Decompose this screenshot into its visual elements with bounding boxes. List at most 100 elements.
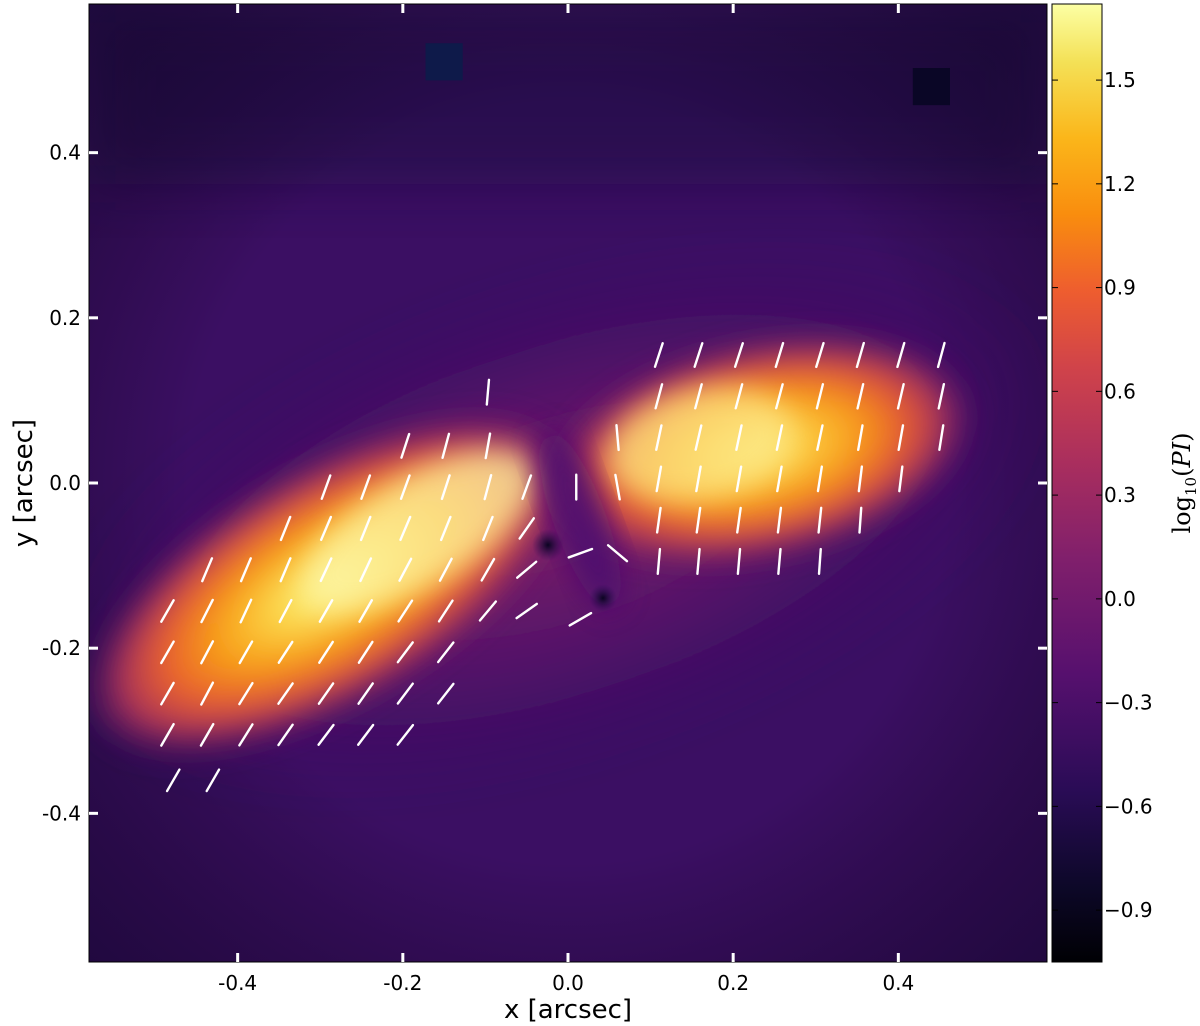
polarization-vector xyxy=(400,432,411,459)
polarization-vector xyxy=(318,599,334,623)
polarization-vector xyxy=(279,557,292,583)
polarization-vector xyxy=(484,432,492,460)
polarization-vector xyxy=(480,557,496,582)
polarization-vector xyxy=(399,515,412,542)
polarization-vector xyxy=(317,723,335,746)
colorbar-tick-label: 0.9 xyxy=(1104,276,1136,300)
polarization-vector xyxy=(518,517,536,540)
polarization-vector xyxy=(696,547,701,575)
polarization-vector xyxy=(440,474,451,501)
polarization-vector xyxy=(817,506,823,534)
polarization-vector xyxy=(239,557,252,583)
polarization-vector xyxy=(478,600,498,622)
colorbar-tick-label: 0.6 xyxy=(1104,379,1136,403)
colorbar-tick-label: 0.0 xyxy=(1104,587,1136,611)
y-tick-label: 0.0 xyxy=(49,471,81,495)
polarization-vector xyxy=(483,473,493,501)
polarization-vector xyxy=(358,599,374,623)
polarization-vector xyxy=(320,474,332,500)
polarization-vector xyxy=(736,547,742,575)
masked-spot xyxy=(912,68,950,106)
center-dark-spot-lower xyxy=(589,584,617,612)
polarization-vector xyxy=(277,682,294,705)
polarization-vector xyxy=(655,424,663,451)
polarization-vector xyxy=(695,506,702,534)
polarization-vector xyxy=(733,342,744,368)
polarization-vector xyxy=(614,473,621,501)
polarization-vector xyxy=(200,681,215,706)
x-tick-label: -0.4 xyxy=(218,971,257,995)
polarization-vector xyxy=(857,465,864,493)
x-axis-ticks: -0.4 -0.2 0.0 0.2 0.4 xyxy=(218,4,914,995)
polarization-vector xyxy=(318,640,334,664)
lobe-north-west-core xyxy=(606,387,794,503)
polarization-vector xyxy=(160,681,175,706)
polarization-vector xyxy=(165,768,181,793)
polarization-vector xyxy=(521,474,533,500)
polarization-vector xyxy=(515,602,539,620)
polarization-vector xyxy=(735,424,743,451)
polarization-vector xyxy=(896,383,905,410)
x-tick-label: 0.0 xyxy=(552,971,584,995)
polarization-vector xyxy=(438,557,453,582)
polarization-vector xyxy=(201,557,214,583)
polarization-vector xyxy=(857,424,864,451)
polarization-vector xyxy=(277,640,294,664)
polarization-vector xyxy=(655,465,663,493)
colorbar-tick-label: 1.2 xyxy=(1104,172,1136,196)
polarization-vector xyxy=(357,723,375,746)
polarization-vector xyxy=(815,341,825,369)
polarization-vector xyxy=(199,722,215,747)
polarization-vector xyxy=(238,723,254,747)
colorbar-tick-label: −0.3 xyxy=(1104,691,1153,715)
polarization-vector xyxy=(396,682,414,705)
polarization-vector xyxy=(359,515,372,542)
polarization-vector xyxy=(441,432,451,460)
polarization-vector xyxy=(816,465,824,493)
y-axis-ticks: 0.4 0.2 0.0 -0.2 -0.4 xyxy=(42,141,1047,825)
polarization-vector xyxy=(357,640,374,664)
polarization-vector xyxy=(436,682,455,705)
polarization-vector xyxy=(397,599,414,623)
y-tick-label: -0.4 xyxy=(42,801,81,825)
polarization-vector xyxy=(606,544,629,563)
polarization-vector xyxy=(279,515,292,542)
polarization-vector xyxy=(816,424,824,451)
masked-spots xyxy=(425,43,950,106)
polarization-vector xyxy=(774,341,785,369)
polarization-vector xyxy=(734,383,744,410)
central-dark-lane xyxy=(539,430,621,610)
polarization-vector xyxy=(777,547,782,575)
polarization-vector xyxy=(482,515,494,542)
polarization-vector xyxy=(817,547,822,576)
polarization-vector xyxy=(239,598,253,624)
polarization-vector xyxy=(937,382,946,410)
polarization-vector xyxy=(654,383,664,410)
colorbar-tick-label: −0.6 xyxy=(1104,794,1153,818)
y-axis-label: y [arcsec] xyxy=(9,419,39,547)
polarization-vector xyxy=(936,341,946,369)
x-tick-label: -0.2 xyxy=(383,971,422,995)
polarization-vector xyxy=(775,424,784,451)
polarization-vector xyxy=(775,383,784,410)
polarization-vector xyxy=(160,722,175,747)
polarization-vectors xyxy=(160,341,946,793)
polarization-vector xyxy=(567,547,594,559)
polarization-vector xyxy=(439,515,452,542)
polarization-vector xyxy=(436,641,455,664)
polarization-vector xyxy=(615,424,620,452)
polarization-vector xyxy=(200,598,214,624)
heatmap-image xyxy=(89,4,1047,962)
polarization-vector xyxy=(736,506,742,534)
polarization-vector xyxy=(695,465,702,493)
polarization-vector xyxy=(399,474,411,500)
polarization-vector xyxy=(898,465,904,493)
polarization-vector xyxy=(200,640,215,665)
polarization-vector xyxy=(319,557,333,583)
polarization-vector xyxy=(357,682,374,705)
polarization-vector xyxy=(360,474,372,500)
y-tick-label: -0.2 xyxy=(42,636,81,660)
polarization-vector xyxy=(277,723,294,747)
polarization-vector xyxy=(396,641,414,664)
